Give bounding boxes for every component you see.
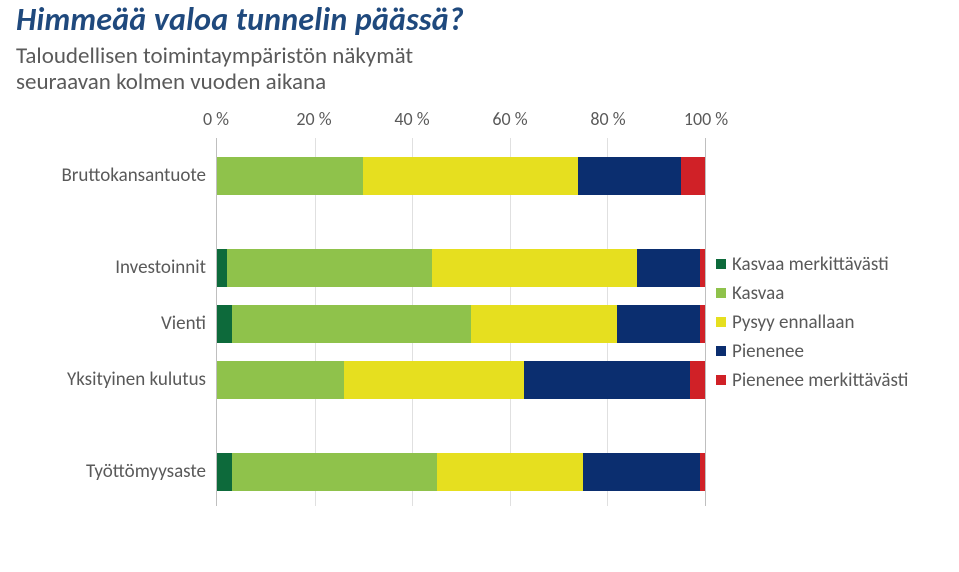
gridline (607, 500, 608, 506)
bar-segment-shrink_sig (700, 249, 705, 287)
bar-segment-shrink (617, 305, 700, 343)
stacked-bar (217, 157, 705, 195)
subtitle-line-2: seuraavan kolmen vuoden aikana (16, 68, 326, 96)
gridline (315, 408, 316, 444)
gridline (607, 204, 608, 240)
bar-segment-grow (217, 157, 363, 195)
bar-segment-shrink_sig (700, 305, 705, 343)
gridline (607, 408, 608, 444)
x-axis-tick-label: 20 % (296, 108, 331, 130)
page: Himmeää valoa tunnelin päässä? Taloudell… (0, 0, 959, 506)
group-spacer (16, 204, 706, 240)
legend-swatch (716, 346, 726, 356)
gridline (412, 500, 413, 506)
bar-row: Vienti (16, 296, 706, 352)
bar-plot-cell (216, 352, 706, 408)
page-subtitle: Taloudellisen toimintaympäristön näkymät… (16, 43, 943, 96)
bar-segment-grow (232, 305, 471, 343)
category-label: Työttömyysaste (16, 460, 216, 483)
legend-item: Kasvaa merkittävästi (716, 253, 908, 276)
stacked-bar (217, 453, 705, 491)
bar-segment-steady (437, 453, 583, 491)
bar-segment-shrink_sig (690, 361, 705, 399)
legend-label: Kasvaa (732, 282, 784, 305)
legend-swatch (716, 288, 726, 298)
bar-segment-grow (227, 249, 432, 287)
bar-segment-steady (363, 157, 578, 195)
gridline (510, 408, 511, 444)
bar-row: Työttömyysaste (16, 444, 706, 500)
category-label: Yksityinen kulutus (16, 368, 216, 391)
category-label: Bruttokansantuote (16, 164, 216, 187)
gridline (412, 138, 413, 148)
x-axis-tick-label: 100 % (684, 108, 728, 130)
x-axis-tick-label: 60 % (492, 108, 527, 130)
legend-item: Pienenee (716, 340, 908, 363)
bar-row: Bruttokansantuote (16, 148, 706, 204)
subtitle-line-1: Taloudellisen toimintaympäristön näkymät (16, 42, 413, 70)
page-title: Himmeää valoa tunnelin päässä? (16, 0, 943, 39)
bar-row: Yksityinen kulutus (16, 352, 706, 408)
legend-label: Kasvaa merkittävästi (732, 253, 889, 276)
stacked-bar-chart: 0 %20 %40 %60 %80 %100 %Bruttokansantuot… (16, 108, 706, 506)
bar-segment-shrink_sig (700, 453, 705, 491)
spacer-plot (216, 138, 706, 148)
legend-swatch (716, 317, 726, 327)
bar-segment-grow (217, 361, 344, 399)
x-axis-tick-label: 40 % (394, 108, 429, 130)
x-axis-tick-label: 0 % (203, 108, 229, 130)
x-axis: 0 %20 %40 %60 %80 %100 % (216, 108, 706, 138)
legend-label: Pysyy ennallaan (732, 311, 854, 334)
legend-item: Pysyy ennallaan (716, 311, 908, 334)
spacer-plot (216, 204, 706, 240)
group-spacer (16, 408, 706, 444)
bar-plot-cell (216, 444, 706, 500)
bar-segment-shrink (583, 453, 700, 491)
stacked-bar (217, 305, 705, 343)
legend-label: Pienenee (732, 340, 804, 363)
bar-segment-shrink (578, 157, 680, 195)
spacer-plot (216, 408, 706, 444)
x-axis-tick-label: 80 % (590, 108, 625, 130)
legend-item: Kasvaa (716, 282, 908, 305)
bar-segment-shrink_sig (681, 157, 705, 195)
x-axis-row: 0 %20 %40 %60 %80 %100 % (16, 108, 706, 138)
bar-row: Investoinnit (16, 240, 706, 296)
legend-label: Pienenee merkittävästi (732, 369, 908, 392)
gridline (510, 500, 511, 506)
group-spacer (16, 138, 706, 148)
group-spacer (16, 500, 706, 506)
gridline (315, 500, 316, 506)
stacked-bar (217, 361, 705, 399)
bar-plot-cell (216, 296, 706, 352)
spacer-plot (216, 500, 706, 506)
legend-swatch (716, 375, 726, 385)
bar-segment-steady (344, 361, 525, 399)
gridline (315, 204, 316, 240)
bar-plot-cell (216, 240, 706, 296)
legend-swatch (716, 259, 726, 269)
legend: Kasvaa merkittävästi Kasvaa Pysyy ennallaa… (706, 108, 908, 398)
bar-segment-steady (471, 305, 617, 343)
category-label: Investoinnit (16, 256, 216, 279)
chart-with-legend: 0 % 20 % 40 % 60 % 80 % 100 % Bruttokansantuot… (16, 108, 943, 506)
gridline (510, 204, 511, 240)
gridline (607, 138, 608, 148)
bar-plot-cell (216, 148, 706, 204)
bar-segment-grow (232, 453, 437, 491)
legend-item: Pienenee merkittävästi (716, 369, 908, 392)
bar-segment-shrink (637, 249, 700, 287)
bar-segment-shrink (524, 361, 690, 399)
category-label: Vienti (16, 312, 216, 335)
gridline (315, 138, 316, 148)
stacked-bar (217, 249, 705, 287)
bar-segment-grow_sig (217, 453, 232, 491)
gridline (412, 408, 413, 444)
gridline (510, 138, 511, 148)
bar-segment-grow_sig (217, 249, 227, 287)
gridline (412, 204, 413, 240)
bar-segment-grow_sig (217, 305, 232, 343)
bar-segment-steady (432, 249, 637, 287)
